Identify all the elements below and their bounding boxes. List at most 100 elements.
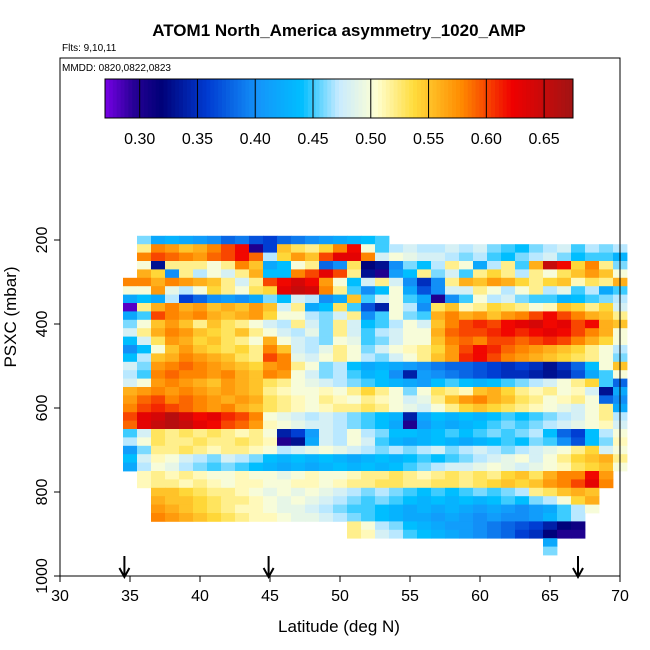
- heatmap-cell: [585, 487, 600, 497]
- colorbar-segment: [370, 79, 375, 118]
- heatmap-cell: [459, 277, 474, 287]
- heatmap-cell: [403, 345, 418, 354]
- heatmap-cell: [529, 496, 544, 505]
- heatmap-cell: [529, 462, 544, 472]
- heatmap-cell: [375, 319, 390, 329]
- heatmap-cell: [529, 353, 544, 363]
- heatmap-cell: [403, 286, 418, 295]
- heatmap-cell: [165, 403, 180, 413]
- colorbar-segment: [327, 79, 332, 118]
- heatmap-cell: [375, 353, 390, 363]
- heatmap-cell: [431, 521, 446, 531]
- heatmap-cell: [585, 403, 600, 413]
- heatmap-cell: [319, 252, 334, 262]
- heatmap-cell: [417, 303, 432, 312]
- heatmap-cell: [123, 328, 138, 337]
- heatmap-cell: [179, 336, 194, 346]
- colorbar-segment: [307, 79, 313, 118]
- heatmap-cell: [417, 387, 432, 396]
- heatmap-cell: [193, 370, 208, 379]
- heatmap-cell: [207, 403, 222, 413]
- heatmap-cell: [501, 252, 516, 262]
- heatmap-cell: [305, 496, 320, 505]
- heatmap-cell: [459, 504, 474, 514]
- heatmap-cell: [473, 252, 488, 262]
- heatmap-cell: [445, 286, 460, 295]
- heatmap-cell: [305, 311, 320, 321]
- heatmap-cell: [361, 319, 376, 329]
- heatmap-cell: [473, 336, 488, 346]
- heatmap-cell: [515, 504, 530, 514]
- colorbar-segment: [186, 79, 192, 118]
- heatmap-cell: [487, 252, 502, 262]
- heatmap-cell: [347, 252, 362, 262]
- heatmap-cell: [151, 328, 166, 337]
- heatmap-cell: [501, 462, 516, 472]
- heatmap-cell: [375, 403, 390, 413]
- heatmap-cell: [557, 378, 572, 388]
- colorbar-segment: [323, 79, 328, 118]
- colorbar-segment: [549, 79, 554, 118]
- heatmap-cell: [557, 395, 572, 405]
- heatmap-cell: [319, 277, 334, 287]
- heatmap-cell: [375, 529, 390, 539]
- heatmap-cell: [291, 235, 306, 245]
- heatmap-cell: [375, 261, 390, 270]
- heatmap-cell: [403, 471, 418, 480]
- heatmap-cell: [179, 487, 194, 497]
- heatmap-cell: [249, 395, 264, 405]
- heatmap-cell: [473, 378, 488, 388]
- colorbar-segment: [179, 79, 184, 118]
- colorbar-segment: [393, 79, 398, 118]
- heatmap-cell: [389, 286, 404, 295]
- heatmap-cell: [403, 479, 418, 489]
- heatmap-cell: [291, 328, 306, 337]
- heatmap-cell: [319, 412, 334, 421]
- heatmap-cell: [319, 513, 334, 522]
- heatmap-cell: [165, 437, 180, 447]
- heatmap-cell: [347, 529, 362, 539]
- heatmap-cell: [305, 353, 320, 363]
- heatmap-cell: [165, 235, 180, 245]
- heatmap-cell: [193, 412, 208, 421]
- heatmap-cell: [193, 462, 208, 472]
- heatmap-cell: [277, 387, 292, 396]
- heatmap-cell: [501, 395, 516, 405]
- heatmap-cell: [361, 412, 376, 421]
- heatmap-cell: [263, 336, 278, 346]
- heatmap-cell: [585, 328, 600, 337]
- heatmap-cell: [165, 336, 180, 346]
- heatmap-cell: [319, 496, 334, 505]
- heatmap-cell: [361, 496, 376, 505]
- heatmap-cell: [599, 429, 614, 438]
- heatmap-cell: [571, 420, 586, 430]
- heatmap-cell: [487, 244, 502, 253]
- heatmap-cell: [375, 378, 390, 388]
- heatmap-cell: [277, 479, 292, 489]
- heatmap-cell: [137, 420, 152, 430]
- heatmap-cell: [221, 437, 236, 447]
- colorbar-segment: [350, 79, 356, 118]
- heatmap-cell: [417, 487, 432, 497]
- heatmap-cell: [459, 395, 474, 405]
- heatmap-cell: [319, 429, 334, 438]
- heatmap-cell: [347, 277, 362, 287]
- heatmap-cell: [165, 513, 180, 522]
- heatmap-cell: [543, 462, 558, 472]
- heatmap-cell: [529, 269, 544, 279]
- heatmap-cell: [235, 353, 250, 363]
- heatmap-cell: [389, 378, 404, 388]
- heatmap-cell: [473, 286, 488, 295]
- colorbar-segment: [241, 79, 246, 118]
- heatmap-cell: [319, 336, 334, 346]
- heatmap-cell: [529, 429, 544, 438]
- colorbar-segment: [374, 79, 379, 118]
- heatmap-cell: [123, 311, 138, 321]
- heatmap-cell: [501, 353, 516, 363]
- heatmap-cell: [599, 303, 614, 312]
- heatmap-cell: [473, 328, 488, 337]
- heatmap-cell: [543, 303, 558, 312]
- heatmap-cell: [137, 387, 152, 396]
- heatmap-cell: [459, 403, 474, 413]
- heatmap-cell: [417, 479, 432, 489]
